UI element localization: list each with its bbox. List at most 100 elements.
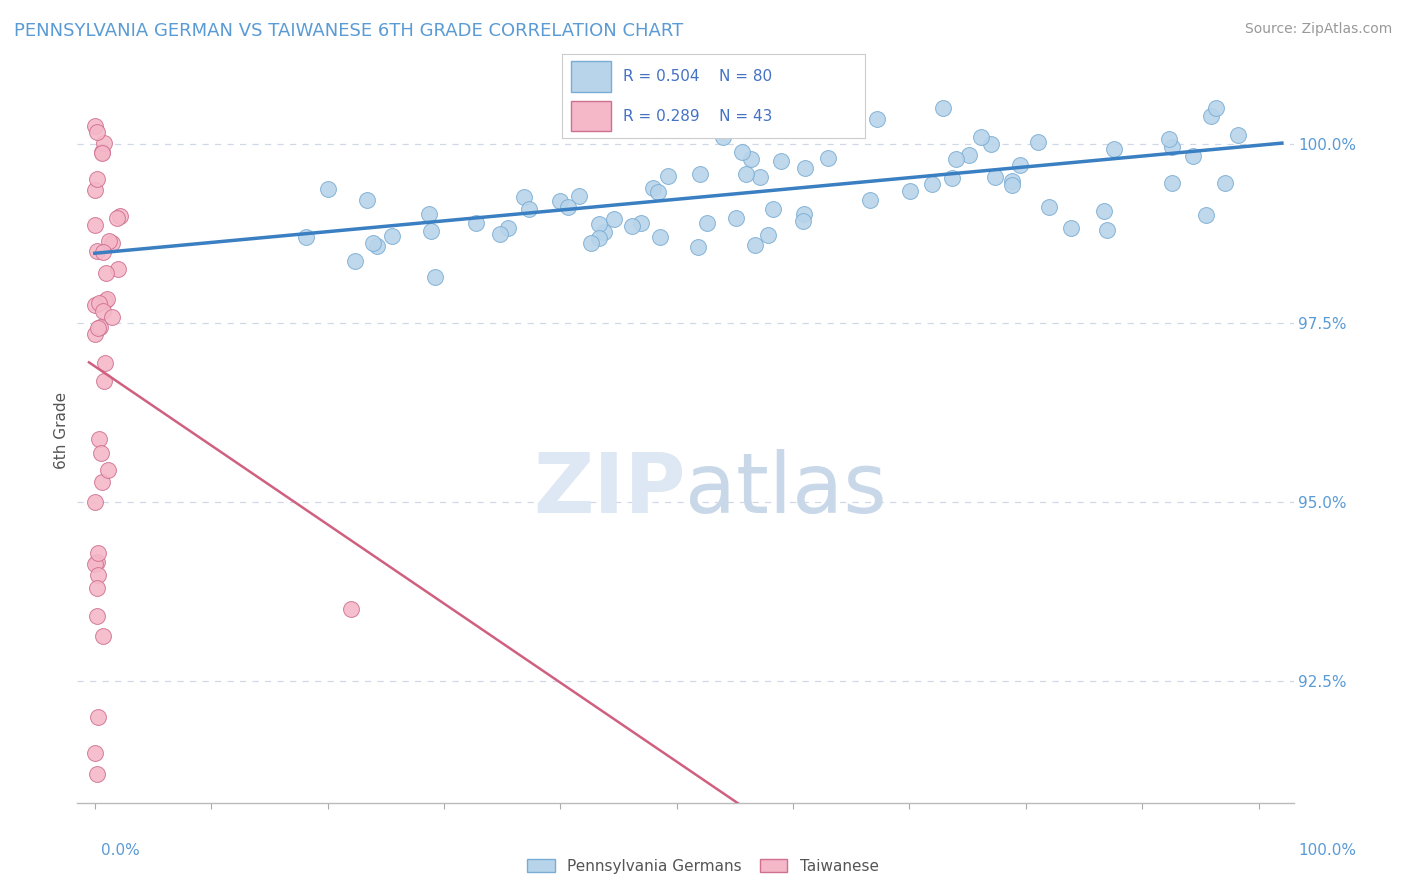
Point xyxy=(89,319,111,334)
Point xyxy=(921,178,943,192)
Point xyxy=(657,169,679,184)
Text: PENNSYLVANIA GERMAN VS TAIWANESE 6TH GRADE CORRELATION CHART: PENNSYLVANIA GERMAN VS TAIWANESE 6TH GRA… xyxy=(14,22,683,40)
Point xyxy=(93,374,115,388)
Point xyxy=(86,555,108,569)
Point xyxy=(101,235,124,250)
Point xyxy=(84,326,107,341)
Point xyxy=(648,230,671,244)
Point xyxy=(94,293,117,308)
Point xyxy=(418,207,440,221)
Point xyxy=(517,202,540,217)
Point xyxy=(748,170,770,185)
Point xyxy=(603,211,626,226)
Point xyxy=(89,296,111,310)
Point xyxy=(579,236,602,251)
Point xyxy=(866,112,889,126)
Point xyxy=(970,129,993,144)
Point xyxy=(90,145,112,159)
Point xyxy=(1195,208,1218,222)
Point xyxy=(91,304,114,318)
FancyBboxPatch shape xyxy=(571,62,610,92)
Point xyxy=(744,238,766,252)
Point xyxy=(1010,158,1032,172)
Point xyxy=(93,244,115,259)
Point xyxy=(1213,176,1236,190)
Point xyxy=(87,546,110,560)
Point xyxy=(756,228,779,243)
Point xyxy=(513,189,536,203)
Point xyxy=(557,200,579,214)
Point xyxy=(86,244,108,258)
Point xyxy=(420,224,443,238)
Point xyxy=(86,172,108,186)
Point xyxy=(696,216,718,230)
Point xyxy=(465,215,488,229)
Point xyxy=(84,119,107,133)
Point xyxy=(839,119,862,133)
Text: R = 0.504    N = 80: R = 0.504 N = 80 xyxy=(623,69,772,84)
Point xyxy=(817,151,839,165)
Point xyxy=(1160,140,1182,154)
Point xyxy=(356,194,378,208)
Point xyxy=(340,602,363,616)
Point xyxy=(1181,149,1204,163)
Point xyxy=(361,236,384,251)
Point xyxy=(90,446,112,460)
Point xyxy=(711,130,734,145)
Point xyxy=(343,254,366,268)
Point xyxy=(87,568,110,582)
Point xyxy=(724,211,747,225)
Point xyxy=(84,557,107,571)
Point xyxy=(1038,200,1060,214)
Point xyxy=(316,182,339,196)
Point xyxy=(366,239,388,253)
Point xyxy=(932,101,955,115)
Point xyxy=(107,262,129,277)
Point xyxy=(770,153,793,168)
Point xyxy=(1161,176,1184,190)
Point xyxy=(793,161,815,175)
Point xyxy=(1026,135,1049,149)
Point xyxy=(86,125,108,139)
Point xyxy=(87,433,110,447)
Text: atlas: atlas xyxy=(686,450,887,531)
Legend: Pennsylvania Germans, Taiwanese: Pennsylvania Germans, Taiwanese xyxy=(522,853,884,880)
Point xyxy=(96,266,118,280)
Point xyxy=(496,220,519,235)
FancyBboxPatch shape xyxy=(571,101,610,131)
Y-axis label: 6th Grade: 6th Grade xyxy=(53,392,69,469)
Point xyxy=(792,213,814,227)
Text: Source: ZipAtlas.com: Source: ZipAtlas.com xyxy=(1244,22,1392,37)
Point xyxy=(688,240,710,254)
Point xyxy=(1060,220,1083,235)
Point xyxy=(957,147,980,161)
Point xyxy=(588,231,610,245)
Point xyxy=(1102,142,1125,156)
Point xyxy=(772,123,794,137)
Point xyxy=(84,746,107,760)
Point xyxy=(647,185,669,199)
Point xyxy=(84,494,107,508)
Point xyxy=(700,121,723,136)
Text: ZIP: ZIP xyxy=(533,450,686,531)
Point xyxy=(735,167,758,181)
Point xyxy=(91,475,114,489)
Point xyxy=(93,136,115,150)
Text: 100.0%: 100.0% xyxy=(1299,843,1357,858)
Point xyxy=(97,463,120,477)
Point xyxy=(689,167,711,181)
Point xyxy=(1001,178,1024,192)
Point xyxy=(488,227,510,242)
Point xyxy=(643,181,665,195)
Point xyxy=(1000,174,1022,188)
Point xyxy=(941,171,963,186)
Point xyxy=(593,225,616,239)
Point xyxy=(86,581,108,595)
Point xyxy=(98,234,121,248)
Point xyxy=(1205,101,1227,115)
Point xyxy=(1097,223,1119,237)
Point xyxy=(945,152,967,166)
Point xyxy=(630,216,652,230)
Point xyxy=(84,219,107,233)
Point xyxy=(381,228,404,243)
